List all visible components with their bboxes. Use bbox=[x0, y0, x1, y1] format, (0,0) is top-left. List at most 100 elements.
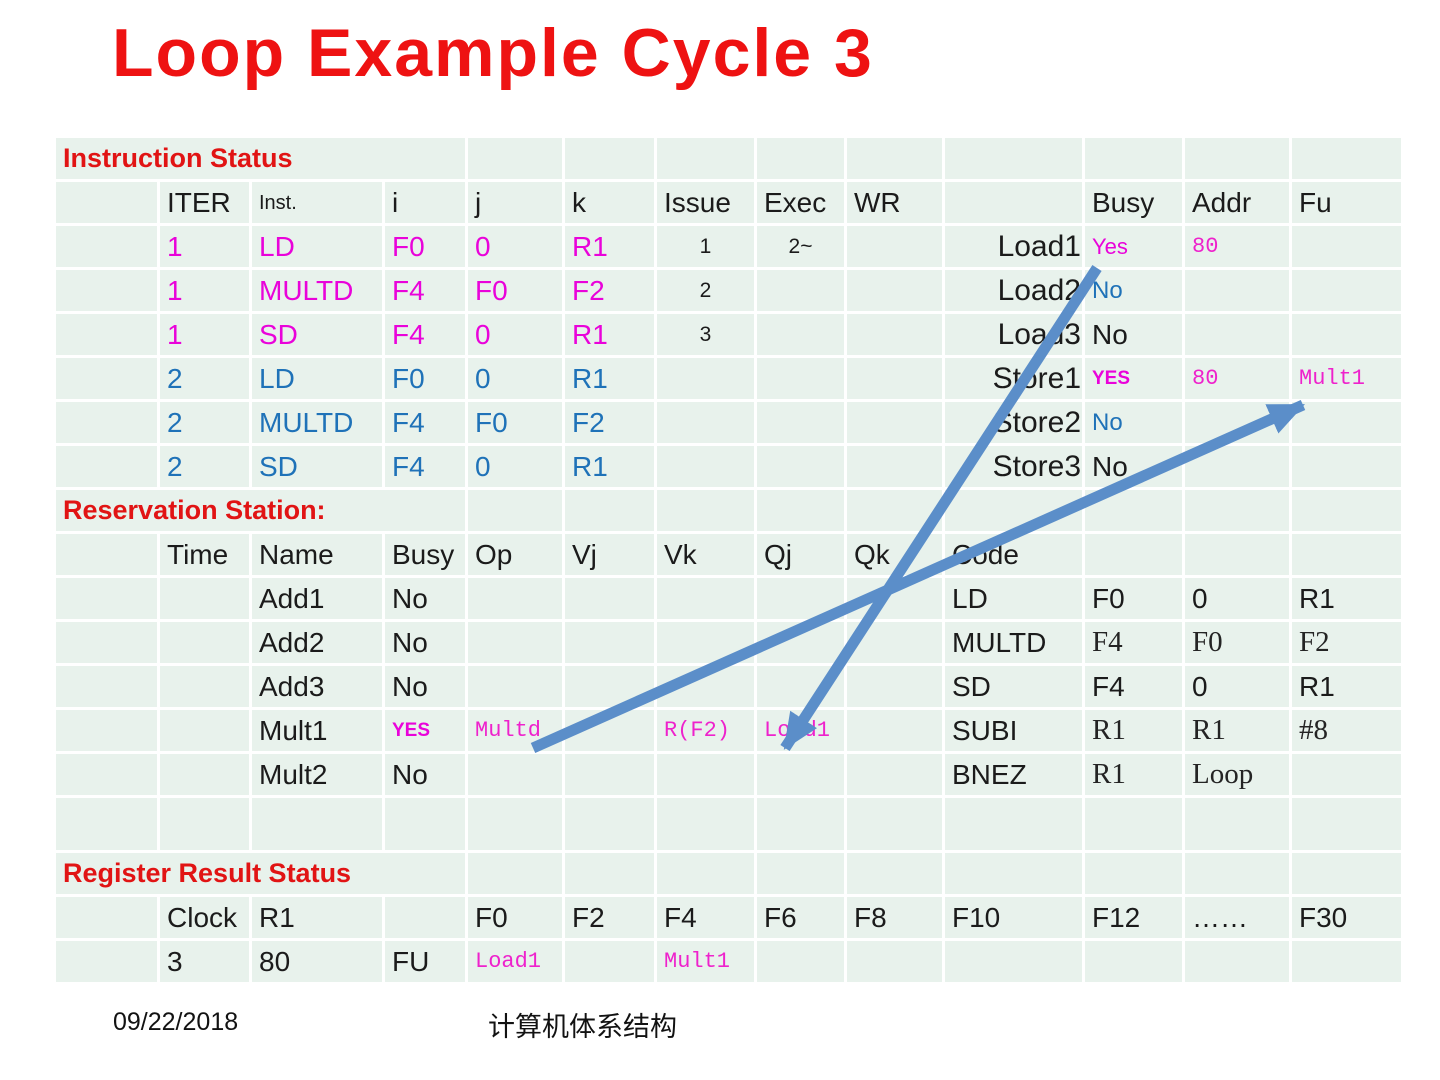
table-cell bbox=[1185, 941, 1292, 982]
table-cell: 3 bbox=[657, 314, 757, 355]
table-cell bbox=[1185, 798, 1292, 850]
table-cell bbox=[945, 182, 1085, 223]
table-cell bbox=[1185, 534, 1292, 575]
table-cell: No bbox=[1085, 446, 1185, 487]
table-cell: Load1 bbox=[468, 941, 565, 982]
table-cell: F2 bbox=[565, 270, 657, 311]
table-cell bbox=[945, 941, 1085, 982]
table-cell bbox=[847, 666, 945, 707]
table-cell bbox=[847, 314, 945, 355]
table-cell bbox=[385, 798, 468, 850]
table-cell: F0 bbox=[385, 358, 468, 399]
table-cell bbox=[847, 798, 945, 850]
table-row: Time Name Busy Op Vj Vk Qj Qk Code bbox=[56, 534, 1404, 578]
table-cell: #8 bbox=[1292, 710, 1404, 751]
table-cell bbox=[468, 754, 565, 795]
table-cell bbox=[847, 754, 945, 795]
table-cell: SD bbox=[252, 314, 385, 355]
table-cell: Mult1 bbox=[1292, 358, 1404, 399]
table-cell bbox=[56, 534, 160, 575]
table-cell: Mult1 bbox=[657, 941, 757, 982]
table-cell: R1 bbox=[1292, 666, 1404, 707]
table-cell bbox=[657, 402, 757, 443]
table-cell: 0 bbox=[468, 226, 565, 267]
table-cell bbox=[657, 853, 757, 894]
table-cell: F10 bbox=[945, 897, 1085, 938]
table-cell: k bbox=[565, 182, 657, 223]
table-cell bbox=[160, 754, 252, 795]
table-cell bbox=[847, 710, 945, 751]
table-cell: F0 bbox=[1185, 622, 1292, 663]
table-cell bbox=[757, 666, 847, 707]
table-row: Register Result Status bbox=[56, 853, 1404, 897]
section-title-register-result-status: Register Result Status bbox=[56, 853, 468, 894]
table-row: ITER Inst. i j k Issue Exec WR Busy Addr Fu bbox=[56, 182, 1404, 226]
table-cell: Mult2 bbox=[252, 754, 385, 795]
table-cell: Add2 bbox=[252, 622, 385, 663]
table-cell: R(F2) bbox=[657, 710, 757, 751]
table-cell: No bbox=[1085, 402, 1185, 443]
table-cell bbox=[1292, 941, 1404, 982]
table-cell: …… bbox=[1185, 897, 1292, 938]
table-cell: 2~ bbox=[757, 226, 847, 267]
table-cell: Store1 bbox=[945, 358, 1085, 399]
footer-date: 09/22/2018 bbox=[113, 1008, 239, 1036]
table-cell: WR bbox=[847, 182, 945, 223]
table-cell: R1 bbox=[565, 314, 657, 355]
table-cell: F0 bbox=[385, 226, 468, 267]
table-cell: 2 bbox=[160, 402, 252, 443]
table-cell bbox=[847, 622, 945, 663]
table-cell: BNEZ bbox=[945, 754, 1085, 795]
table-row bbox=[56, 798, 1404, 853]
table-cell: Vk bbox=[657, 534, 757, 575]
table-cell bbox=[1292, 798, 1404, 850]
table-cell: 1 bbox=[657, 226, 757, 267]
table-cell: R1 bbox=[1085, 710, 1185, 751]
table-row: Instruction Status bbox=[56, 138, 1404, 182]
table-cell bbox=[945, 138, 1085, 179]
table-cell: F0 bbox=[468, 270, 565, 311]
table-row: Reservation Station: bbox=[56, 490, 1404, 534]
table-cell bbox=[565, 754, 657, 795]
table-cell bbox=[757, 754, 847, 795]
table-cell: Qk bbox=[847, 534, 945, 575]
table-cell: R1 bbox=[1085, 754, 1185, 795]
table-cell bbox=[56, 622, 160, 663]
table-cell bbox=[1185, 402, 1292, 443]
table-cell bbox=[657, 358, 757, 399]
table-cell: Busy bbox=[1085, 182, 1185, 223]
table-cell: i bbox=[385, 182, 468, 223]
table-cell bbox=[847, 358, 945, 399]
table-cell bbox=[945, 853, 1085, 894]
table-cell: R1 bbox=[565, 226, 657, 267]
table-cell bbox=[565, 666, 657, 707]
table-cell: R1 bbox=[252, 897, 385, 938]
table-cell bbox=[1292, 314, 1404, 355]
table-cell: Addr bbox=[1185, 182, 1292, 223]
table-cell: F12 bbox=[1085, 897, 1185, 938]
table-cell: R1 bbox=[565, 358, 657, 399]
table-cell bbox=[56, 358, 160, 399]
table-cell bbox=[56, 270, 160, 311]
table-cell bbox=[1292, 270, 1404, 311]
table-cell bbox=[565, 853, 657, 894]
table-cell bbox=[1185, 270, 1292, 311]
table-row: 2 LD F0 0 R1 Store1 YES 80 Mult1 bbox=[56, 358, 1404, 402]
table-cell bbox=[847, 853, 945, 894]
table-cell: R1 bbox=[1185, 710, 1292, 751]
table-cell bbox=[757, 402, 847, 443]
table-cell: Clock bbox=[160, 897, 252, 938]
table-cell: Loop bbox=[1185, 754, 1292, 795]
table-cell bbox=[757, 446, 847, 487]
table-cell bbox=[56, 578, 160, 619]
table-cell: 0 bbox=[1185, 578, 1292, 619]
table-cell: Load1 bbox=[945, 226, 1085, 267]
table-cell bbox=[945, 490, 1085, 531]
table-cell bbox=[160, 622, 252, 663]
table-cell: Name bbox=[252, 534, 385, 575]
table-cell bbox=[1185, 446, 1292, 487]
table-cell bbox=[1185, 138, 1292, 179]
table-cell: F2 bbox=[565, 402, 657, 443]
table-row: Mult2 No BNEZ R1 Loop bbox=[56, 754, 1404, 798]
table-cell bbox=[757, 798, 847, 850]
